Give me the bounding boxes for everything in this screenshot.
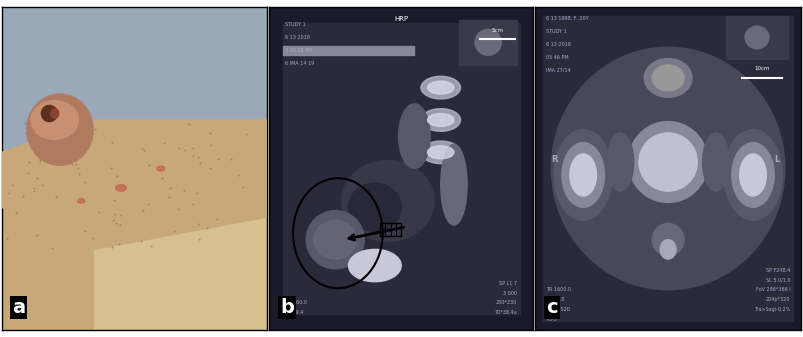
Text: HRP: HRP [393,17,408,23]
Text: SP L1 7: SP L1 7 [499,281,516,286]
Text: a: a [12,298,26,317]
Text: 05 46 PM: 05 46 PM [545,55,568,60]
Bar [2,7,267,152]
Text: 70*38.4u: 70*38.4u [494,310,516,315]
Text: 230*230: 230*230 [495,300,516,305]
Text: STUDY 1: STUDY 1 [285,22,305,27]
Text: 6 13 2018: 6 13 2018 [285,35,310,40]
Ellipse shape [341,160,434,241]
Ellipse shape [702,133,728,191]
Text: L: L [773,155,779,164]
Ellipse shape [26,94,93,165]
Ellipse shape [421,141,460,164]
Ellipse shape [638,133,696,191]
Text: P3-5: P3-5 [545,316,556,321]
Ellipse shape [659,240,675,259]
Ellipse shape [78,198,84,203]
Ellipse shape [427,81,454,94]
Text: FoV 286*366 l: FoV 286*366 l [755,287,789,293]
Ellipse shape [51,109,59,118]
Text: TE 95.0: TE 95.0 [545,297,564,302]
Text: 3 000: 3 000 [503,291,516,296]
Ellipse shape [31,100,79,140]
Ellipse shape [475,29,501,55]
Text: SP F248.4: SP F248.4 [765,268,789,273]
Text: 6 IMA 14 19: 6 IMA 14 19 [285,61,314,66]
Polygon shape [95,217,267,330]
Ellipse shape [348,183,401,232]
Ellipse shape [421,76,460,99]
Text: STUDY 1: STUDY 1 [545,29,566,34]
Text: RM DIS2D: RM DIS2D [545,307,570,312]
Ellipse shape [569,154,596,196]
Ellipse shape [561,143,604,207]
Text: 204p*320: 204p*320 [764,297,789,302]
Ellipse shape [306,211,364,269]
Ellipse shape [421,109,460,131]
Ellipse shape [739,154,765,196]
Text: R: R [551,155,557,164]
Ellipse shape [398,104,430,168]
Ellipse shape [440,144,467,225]
Text: 6 13 1998, F, 20Y: 6 13 1998, F, 20Y [545,16,588,21]
Ellipse shape [606,133,633,191]
Ellipse shape [651,65,683,91]
Ellipse shape [643,59,691,97]
Ellipse shape [157,166,165,171]
Text: 10cm: 10cm [754,66,769,71]
Ellipse shape [723,130,781,220]
Text: 3 10 28 PM: 3 10 28 PM [285,48,312,53]
Text: c: c [545,298,557,317]
Ellipse shape [427,146,454,159]
Ellipse shape [348,249,401,282]
Ellipse shape [314,220,356,259]
Text: TR 260.0: TR 260.0 [285,300,307,305]
Bar [282,45,414,55]
Text: 5cm: 5cm [491,28,503,33]
Text: IMA 27/14: IMA 27/14 [545,67,570,72]
Ellipse shape [551,47,784,290]
Text: SL 5.0/1.0: SL 5.0/1.0 [764,278,789,283]
Ellipse shape [116,185,126,191]
Bar [459,20,516,65]
Polygon shape [2,120,267,249]
Text: 6 13 2018: 6 13 2018 [545,41,570,47]
Ellipse shape [628,122,707,203]
Ellipse shape [553,130,612,220]
Text: TE 99.4: TE 99.4 [285,310,303,315]
Ellipse shape [744,26,768,49]
Text: b: b [279,298,293,317]
Ellipse shape [731,143,773,207]
Ellipse shape [651,223,683,256]
Ellipse shape [427,114,454,126]
Bar [726,17,787,59]
Bar [2,152,267,330]
Bar [380,223,401,237]
Ellipse shape [42,105,57,122]
Text: TR 1600.0: TR 1600.0 [545,287,570,293]
Text: Tra>Sagi-0.2%: Tra>Sagi-0.2% [753,307,789,312]
